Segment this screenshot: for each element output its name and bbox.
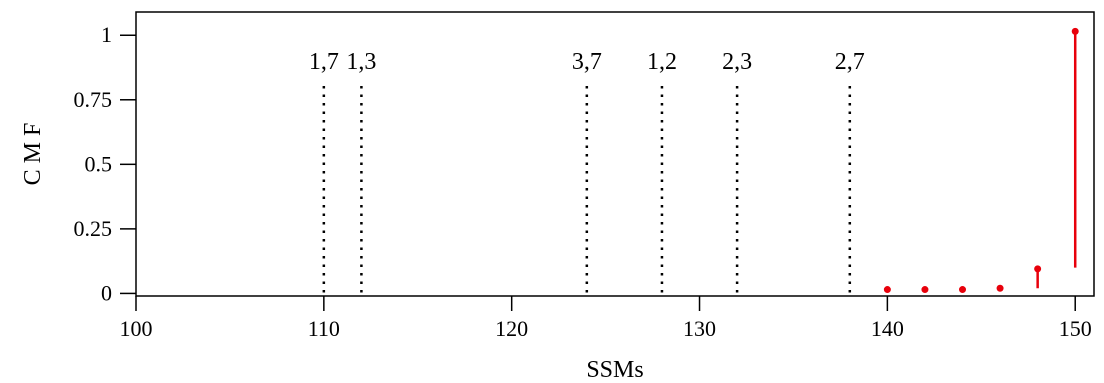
x-axis-label: SSMs bbox=[586, 357, 643, 383]
vertical-marker-label: 1,2 bbox=[647, 49, 677, 75]
data-point bbox=[1034, 265, 1042, 273]
data-point bbox=[921, 286, 929, 294]
vertical-marker-label: 1,3 bbox=[346, 49, 376, 75]
x-tick-label: 120 bbox=[495, 316, 528, 341]
data-series bbox=[883, 27, 1079, 294]
vertical-marker-label: 2,3 bbox=[722, 49, 752, 75]
vertical-marker-label: 2,7 bbox=[835, 49, 865, 75]
x-tick-label: 140 bbox=[871, 316, 904, 341]
y-tick-label: 1 bbox=[101, 22, 112, 47]
y-tick-label: 0.75 bbox=[74, 87, 113, 112]
x-tick-label: 150 bbox=[1059, 316, 1092, 341]
plot-frame bbox=[135, 11, 1095, 297]
x-axis: 100 110 120 130 140 150 bbox=[120, 296, 1092, 341]
vertical-marker-label: 3,7 bbox=[572, 49, 602, 75]
data-point bbox=[1071, 27, 1079, 35]
data-point bbox=[996, 284, 1004, 292]
data-point bbox=[959, 286, 967, 294]
vertical-marker-label: 1,7 bbox=[309, 49, 339, 75]
x-tick-label: 130 bbox=[683, 316, 716, 341]
y-tick-label: 0.25 bbox=[74, 216, 113, 241]
x-tick-label: 110 bbox=[308, 316, 340, 341]
vertical-markers: 1,7 1,3 3,7 1,2 2,3 2,7 bbox=[309, 49, 865, 296]
y-axis-label: C M F bbox=[20, 123, 46, 186]
y-tick-label: 0.5 bbox=[85, 151, 113, 176]
data-point bbox=[883, 286, 891, 294]
y-axis: 0 0.25 0.5 0.75 1 bbox=[74, 22, 136, 305]
y-tick-label: 0 bbox=[101, 280, 112, 305]
x-tick-label: 100 bbox=[120, 316, 153, 341]
